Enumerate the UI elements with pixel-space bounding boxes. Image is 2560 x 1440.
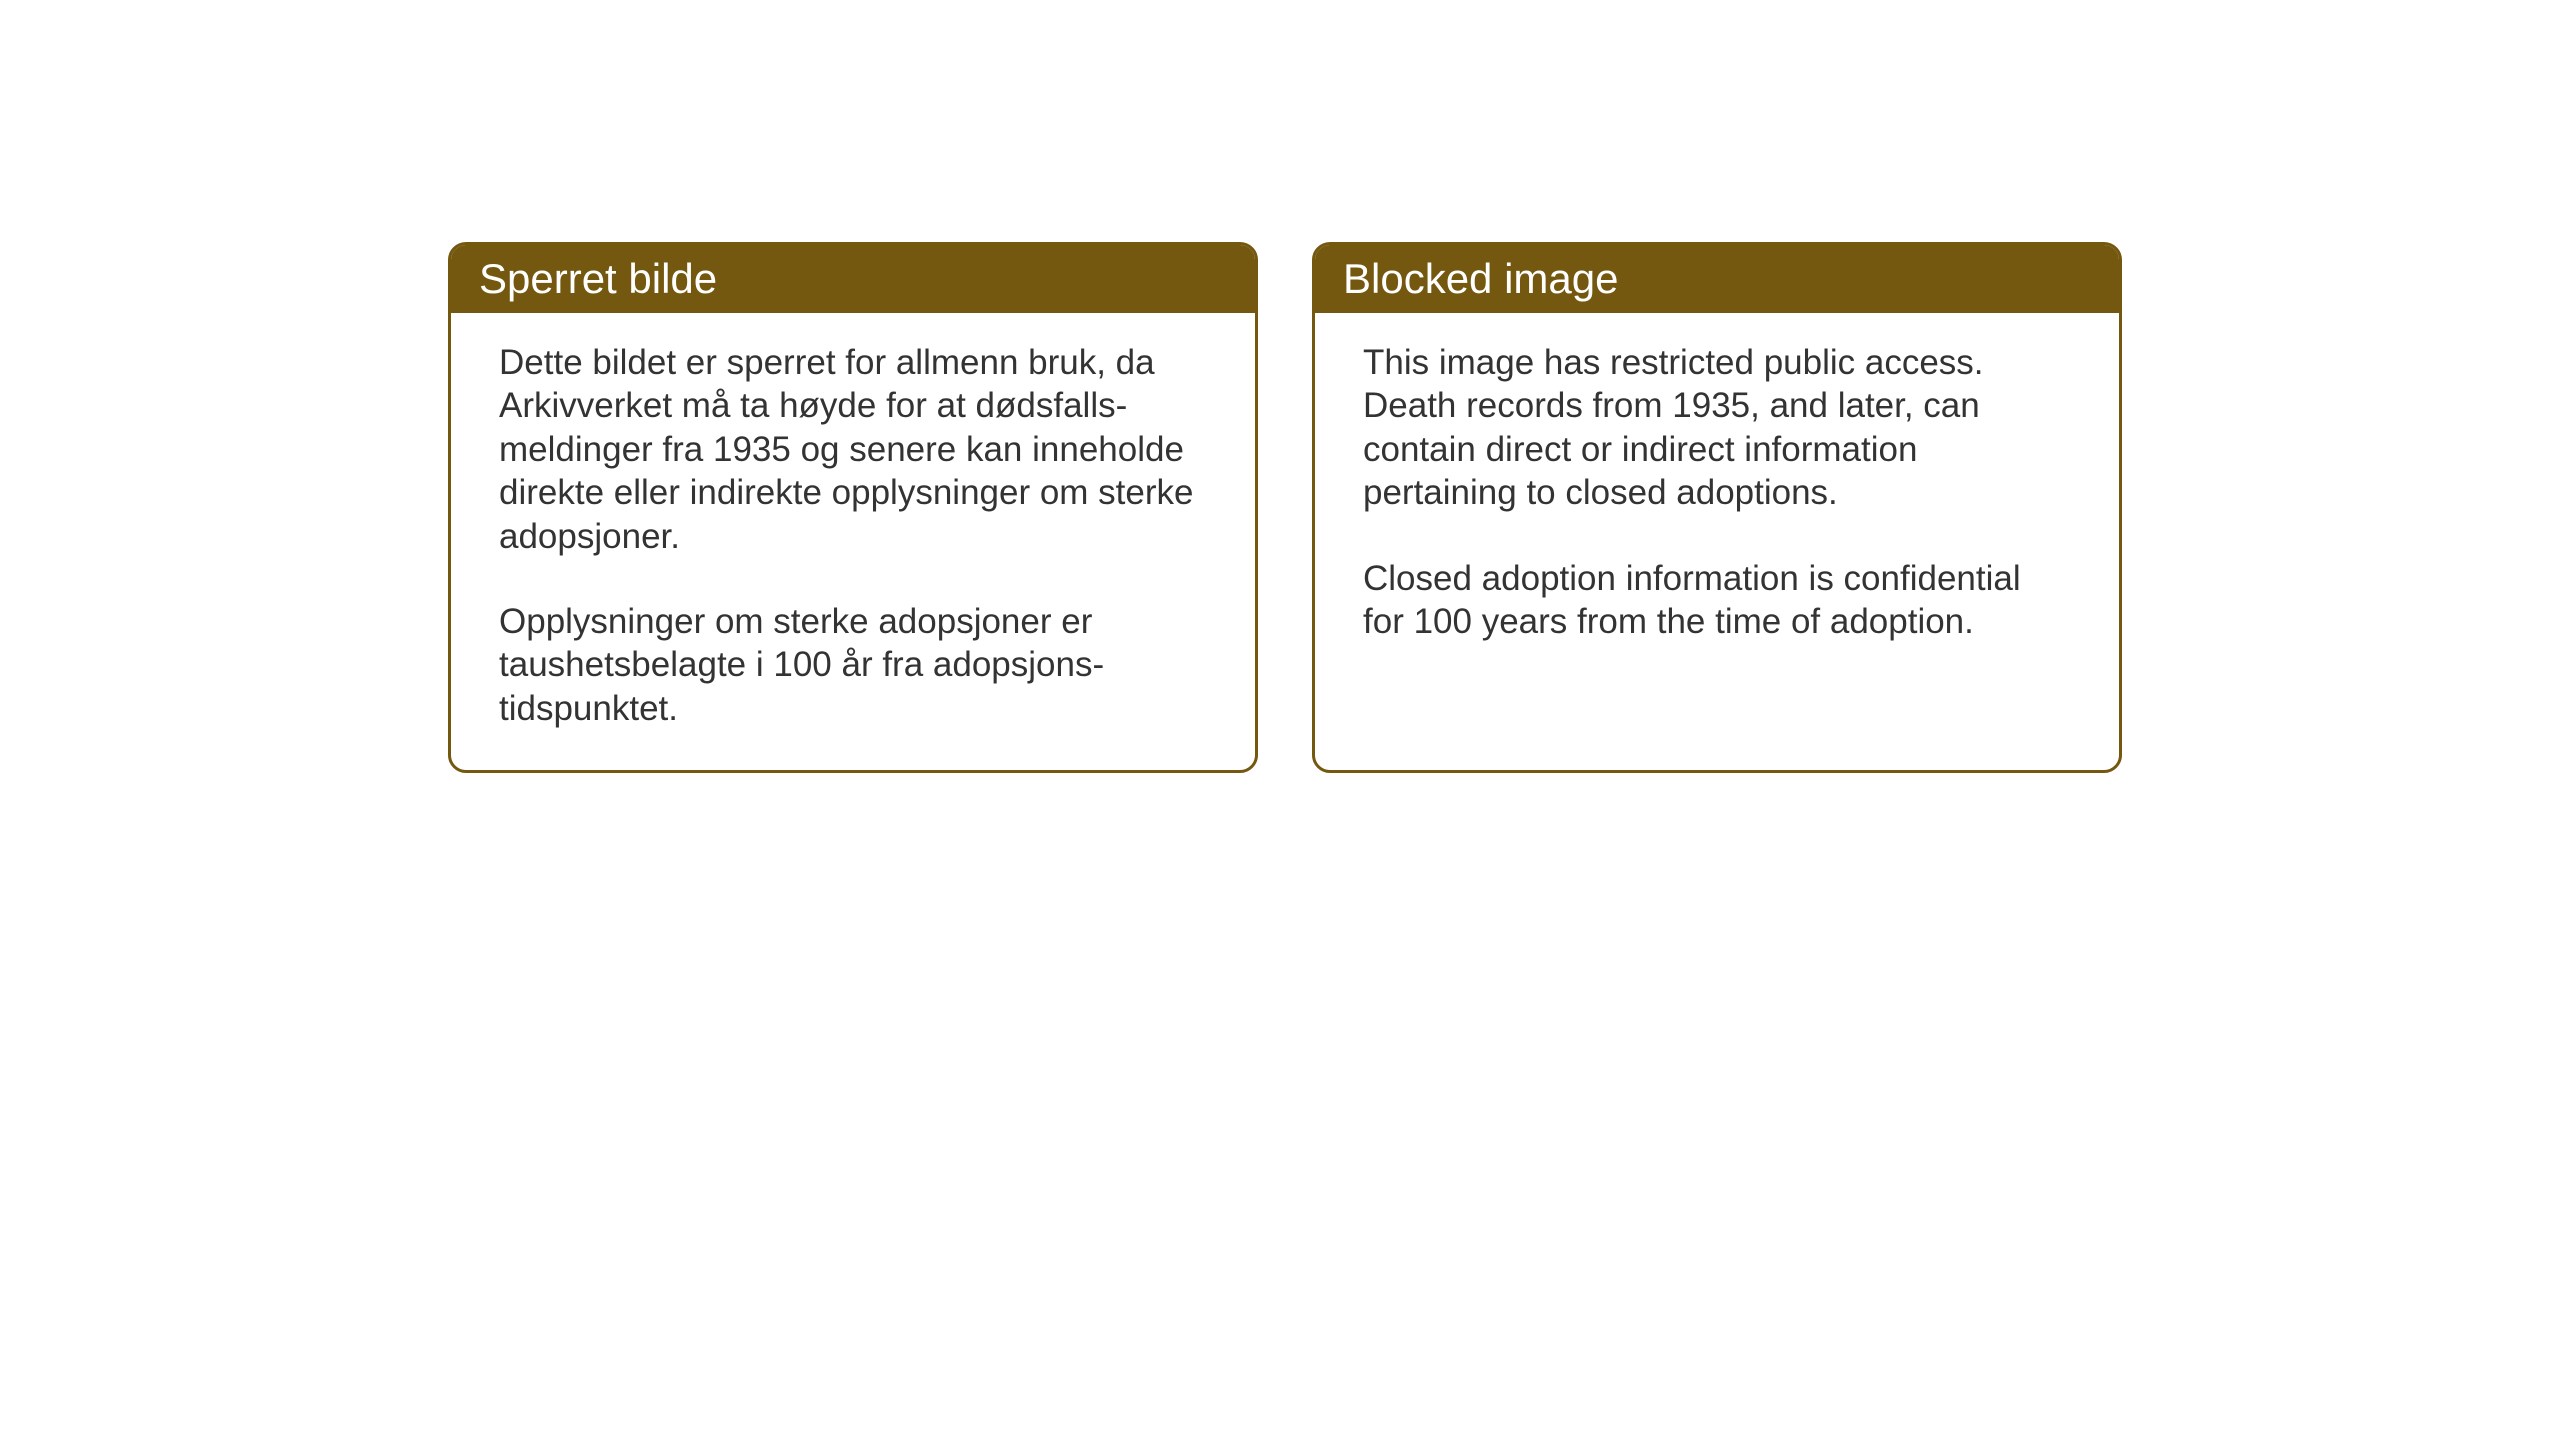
card-title-norwegian: Sperret bilde bbox=[479, 255, 717, 302]
card-body-norwegian: Dette bildet er sperret for allmenn bruk… bbox=[451, 313, 1255, 770]
notice-cards-container: Sperret bilde Dette bildet er sperret fo… bbox=[448, 242, 2122, 773]
card-title-english: Blocked image bbox=[1343, 255, 1618, 302]
card-paragraph-english-1: This image has restricted public access.… bbox=[1363, 341, 2071, 515]
card-body-english: This image has restricted public access.… bbox=[1315, 313, 2119, 683]
notice-card-norwegian: Sperret bilde Dette bildet er sperret fo… bbox=[448, 242, 1258, 773]
card-paragraph-norwegian-1: Dette bildet er sperret for allmenn bruk… bbox=[499, 341, 1207, 558]
card-header-norwegian: Sperret bilde bbox=[451, 245, 1255, 313]
notice-card-english: Blocked image This image has restricted … bbox=[1312, 242, 2122, 773]
card-paragraph-english-2: Closed adoption information is confident… bbox=[1363, 557, 2071, 644]
card-paragraph-norwegian-2: Opplysninger om sterke adopsjoner er tau… bbox=[499, 600, 1207, 730]
card-header-english: Blocked image bbox=[1315, 245, 2119, 313]
